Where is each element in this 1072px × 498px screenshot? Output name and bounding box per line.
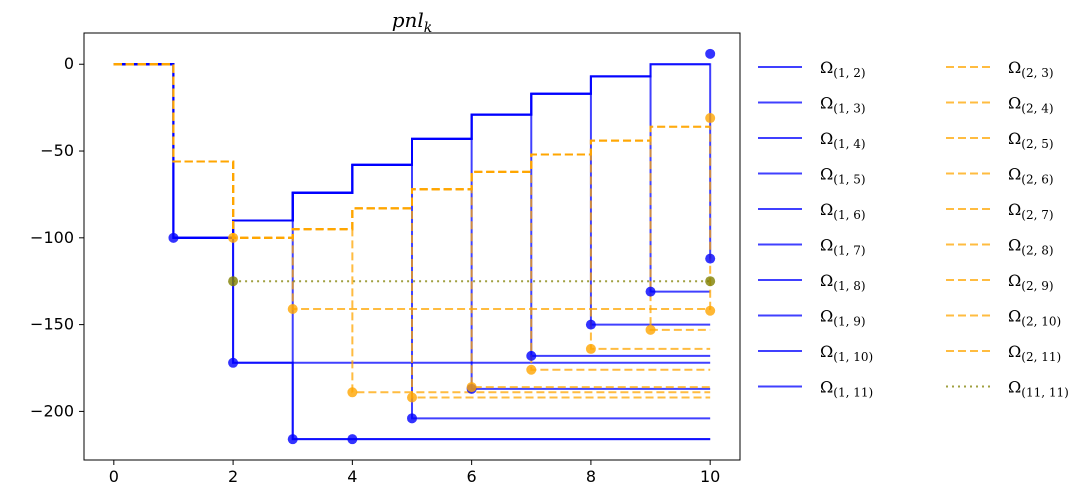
y-tick-label-4: −200: [30, 401, 74, 420]
series-line-13: [113, 63, 711, 399]
series-marker-17-0: [645, 324, 656, 335]
series-marker-6-0: [526, 350, 537, 361]
legend-label-6: Ω(1, 8): [820, 271, 866, 293]
series-marker-10-0: [228, 232, 239, 243]
y-tick-label-0: 0: [64, 54, 74, 73]
legend-label-0: Ω(1, 2): [820, 58, 866, 80]
chart-title-subscript: k: [424, 20, 432, 36]
series-marker-15-0: [526, 364, 537, 375]
series-marker-3-0: [347, 434, 358, 445]
series-marker-19-0: [228, 276, 239, 287]
series-marker-14-0: [466, 382, 477, 393]
x-tick-label-0: 0: [109, 467, 119, 486]
series-marker-0-0: [168, 232, 179, 243]
series-marker-2-0: [287, 434, 298, 445]
legend-label-1: Ω(1, 3): [820, 94, 866, 116]
series-marker-7-0: [585, 319, 596, 330]
series-line-9: [113, 63, 712, 259]
series-marker-18-0: [705, 305, 716, 316]
legend-label-7: Ω(1, 9): [820, 307, 866, 329]
series-marker-9-0: [705, 253, 716, 264]
legend-label-3: Ω(1, 5): [820, 165, 866, 187]
series-marker-11-0: [287, 303, 298, 314]
y-tick-label-2: −100: [30, 228, 74, 247]
legend: Ω(1, 2) Ω(1, 3) Ω(1, 4) Ω(1, 5) Ω(1, 6) Ω(1, …: [758, 58, 1069, 400]
legend-label-13: Ω(2, 6): [1008, 165, 1054, 187]
series-marker-10-1: [705, 113, 716, 124]
series-marker-8-0: [645, 286, 656, 297]
series-marker-19-1: [705, 276, 716, 287]
series-marker-0-1: [705, 48, 716, 59]
x-tick-label-3: 6: [467, 467, 477, 486]
legend-label-16: Ω(2, 9): [1008, 271, 1054, 293]
y-tick-label-3: −150: [30, 315, 74, 334]
legend-label-8: Ω(1, 10): [820, 342, 873, 364]
x-tick-label-4: 8: [586, 467, 596, 486]
legend-label-4: Ω(1, 6): [820, 200, 866, 222]
x-tick-label-2: 4: [347, 467, 357, 486]
series-marker-16-0: [585, 343, 596, 354]
series-marker-1-0: [228, 357, 239, 368]
chart-title: pnlk: [392, 8, 433, 36]
axes-layer: 0 2 4 6 8 10 0 −50 −100 −150 −200: [30, 54, 720, 486]
plot-frame: [83, 32, 741, 461]
legend-label-11: Ω(2, 4): [1008, 94, 1054, 116]
legend-label-12: Ω(2, 5): [1008, 129, 1054, 151]
series-marker-13-0: [407, 392, 417, 403]
series-layer: [113, 63, 712, 441]
series-marker-4-0: [407, 413, 417, 424]
y-tick-label-1: −50: [40, 141, 74, 160]
legend-label-19: Ω(11, 11): [1008, 378, 1069, 400]
series-marker-12-0: [347, 387, 358, 398]
legend-label-15: Ω(2, 8): [1008, 236, 1054, 258]
x-tick-label-5: 10: [700, 467, 720, 486]
series-line-18: [113, 63, 712, 311]
x-tick-label-1: 2: [228, 467, 238, 486]
legend-label-9: Ω(1, 11): [820, 378, 873, 400]
legend-label-10: Ω(2, 3): [1008, 58, 1054, 80]
legend-label-18: Ω(2, 11): [1008, 342, 1061, 364]
legend-label-17: Ω(2, 10): [1008, 307, 1061, 329]
legend-label-2: Ω(1, 4): [820, 129, 866, 151]
series-line-11: [113, 63, 711, 310]
markers-layer: [168, 48, 716, 445]
legend-label-5: Ω(1, 7): [820, 236, 866, 258]
legend-label-14: Ω(2, 7): [1008, 200, 1054, 222]
